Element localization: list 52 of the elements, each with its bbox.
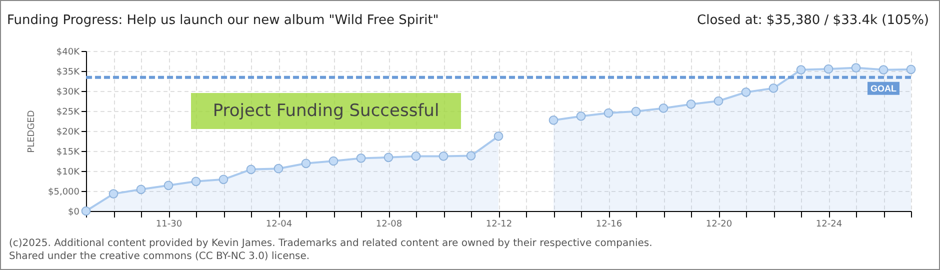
point — [631, 106, 641, 116]
y-tick-label: $40K — [56, 48, 81, 58]
point — [796, 65, 806, 74]
point — [328, 156, 338, 166]
x-tick-label: 12-20 — [706, 220, 732, 230]
point — [274, 164, 284, 174]
chart-title: Funding Progress: Help us launch our new album "Wild Free Spirit" — [7, 13, 439, 28]
point — [356, 154, 366, 163]
point — [686, 100, 696, 109]
banner: Project Funding Successful — [191, 93, 461, 129]
point — [768, 84, 778, 93]
point — [136, 184, 146, 194]
point — [218, 174, 228, 184]
point — [878, 65, 888, 74]
text: (c)2025. Additional content provided by Kevin James. Trademarks and related content are owned by their respective companies. — [9, 237, 652, 250]
x-tick-label: 12-08 — [376, 220, 402, 230]
point — [741, 88, 751, 97]
point — [494, 132, 504, 141]
y-tick-label: $0 — [68, 208, 80, 218]
x-tick-label: 12-24 — [816, 220, 842, 230]
y-tick-label: $15K — [56, 148, 81, 158]
point — [191, 176, 201, 186]
y-tick-label: $25K — [56, 108, 81, 118]
x-tick-label: 11-30 — [156, 220, 182, 230]
chart-subtitle: Closed at: $35,380 / $33.4k (105%) — [697, 13, 929, 28]
x-tick-label: 12-16 — [596, 220, 622, 230]
point — [411, 152, 421, 161]
point — [384, 152, 394, 162]
point — [824, 64, 834, 74]
point — [906, 64, 916, 74]
x-tick-label: 12-04 — [266, 220, 292, 230]
point — [164, 180, 174, 190]
point — [851, 63, 861, 72]
point — [108, 189, 118, 198]
point — [604, 108, 614, 118]
y-tick-label: $5,000 — [48, 188, 80, 198]
point — [714, 96, 724, 106]
y-tick-label: $20K — [56, 128, 81, 138]
y-axis-title: PLEDGED — [27, 110, 38, 153]
point — [246, 164, 256, 174]
y-tick-label: $35K — [56, 68, 81, 78]
y-tick-label: $10K — [56, 168, 81, 178]
text: Shared under the creative commons (CC BY-NC 3.0) license. — [9, 250, 311, 263]
point — [658, 104, 668, 113]
point — [301, 158, 311, 168]
point — [576, 112, 586, 121]
y-tick-label: $30K — [56, 88, 81, 98]
x-tick-label: 12-12 — [486, 220, 512, 230]
point — [438, 152, 448, 161]
point — [548, 116, 558, 125]
point — [466, 151, 476, 160]
ref-line-label: GOAL — [870, 83, 897, 94]
